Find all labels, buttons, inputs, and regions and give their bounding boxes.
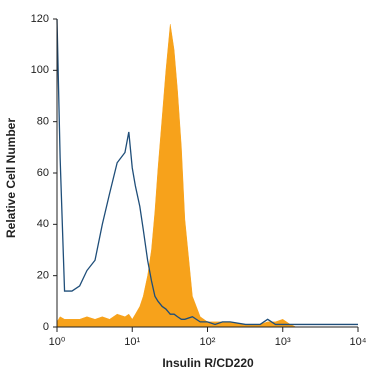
y-tick-label: 80 (37, 116, 49, 128)
y-tick-label: 60 (37, 167, 49, 179)
x-tick-label: 10⁴ (350, 336, 367, 348)
x-tick-label: 10² (200, 336, 216, 348)
histogram-line (56, 18, 358, 326)
y-tick-label: 0 (43, 321, 49, 333)
x-axis-label: Insulin R/CD220 (162, 356, 254, 370)
y-axis-label: Relative Cell Number (4, 118, 18, 238)
y-tick-label: 120 (31, 13, 49, 25)
histogram-area (56, 24, 297, 328)
y-tick-label: 20 (37, 270, 49, 282)
x-tick-label: 10³ (275, 336, 291, 348)
y-tick-label: 40 (37, 218, 49, 230)
x-tick-label: 10¹ (124, 336, 140, 348)
x-tick-label: 10⁰ (49, 336, 66, 348)
y-tick-label: 100 (31, 64, 49, 76)
